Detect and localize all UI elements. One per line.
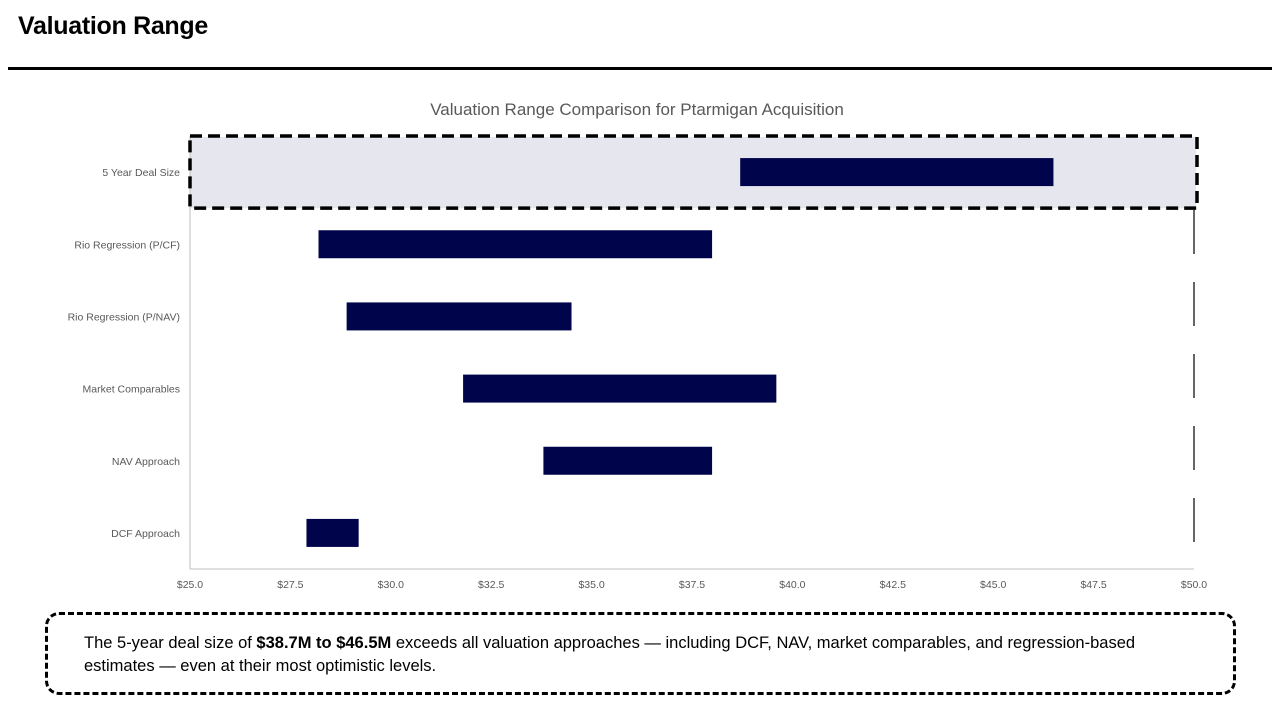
valuation-range-chart: Valuation Range Comparison for Ptarmigan… xyxy=(68,100,1208,591)
callout-emphasis: $38.7M to $46.5M xyxy=(256,634,392,652)
category-label: Rio Regression (P/NAV) xyxy=(68,311,180,323)
callout-text-after: exceeds all valuation approaches — inclu… xyxy=(84,634,1136,675)
x-tick-label: $25.0 xyxy=(177,579,203,591)
range-bar xyxy=(346,302,572,331)
title-divider xyxy=(8,67,1272,70)
category-label: DCF Approach xyxy=(111,528,180,540)
callout-text-before: The 5-year deal size of xyxy=(84,634,257,652)
x-tick-label: $32.5 xyxy=(478,579,504,591)
range-bar xyxy=(318,230,713,259)
x-tick-label: $42.5 xyxy=(880,579,906,591)
x-tick-label: $30.0 xyxy=(378,579,404,591)
x-tick-label: $37.5 xyxy=(679,579,705,591)
x-tick-label: $47.5 xyxy=(1080,579,1106,591)
range-bar xyxy=(463,374,777,403)
chart-title: Valuation Range Comparison for Ptarmigan… xyxy=(430,100,844,119)
x-tick-label: $40.0 xyxy=(779,579,805,591)
range-bar xyxy=(306,518,359,547)
x-tick-label: $27.5 xyxy=(277,579,303,591)
category-label: Market Comparables xyxy=(83,384,180,396)
category-label: Rio Regression (P/CF) xyxy=(74,239,180,251)
x-tick-label: $45.0 xyxy=(980,579,1006,591)
summary-callout: The 5-year deal size of $38.7M to $46.5M… xyxy=(45,612,1236,695)
x-tick-label: $50.0 xyxy=(1181,579,1207,591)
x-tick-label: $35.0 xyxy=(578,579,604,591)
category-label: 5 Year Deal Size xyxy=(102,167,180,179)
range-bar xyxy=(543,446,713,475)
page-title: Valuation Range xyxy=(18,12,208,40)
category-label: NAV Approach xyxy=(112,456,180,468)
range-bar xyxy=(740,158,1054,187)
